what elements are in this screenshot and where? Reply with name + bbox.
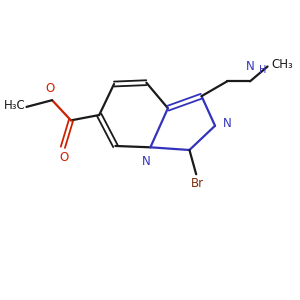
Text: Br: Br <box>191 178 204 190</box>
Text: N: N <box>246 60 254 73</box>
Text: O: O <box>45 82 55 95</box>
Text: H₃C: H₃C <box>3 99 25 112</box>
Text: CH₃: CH₃ <box>272 58 293 71</box>
Text: N: N <box>142 155 151 168</box>
Text: O: O <box>60 151 69 164</box>
Text: H: H <box>259 64 266 75</box>
Text: N: N <box>223 117 231 130</box>
